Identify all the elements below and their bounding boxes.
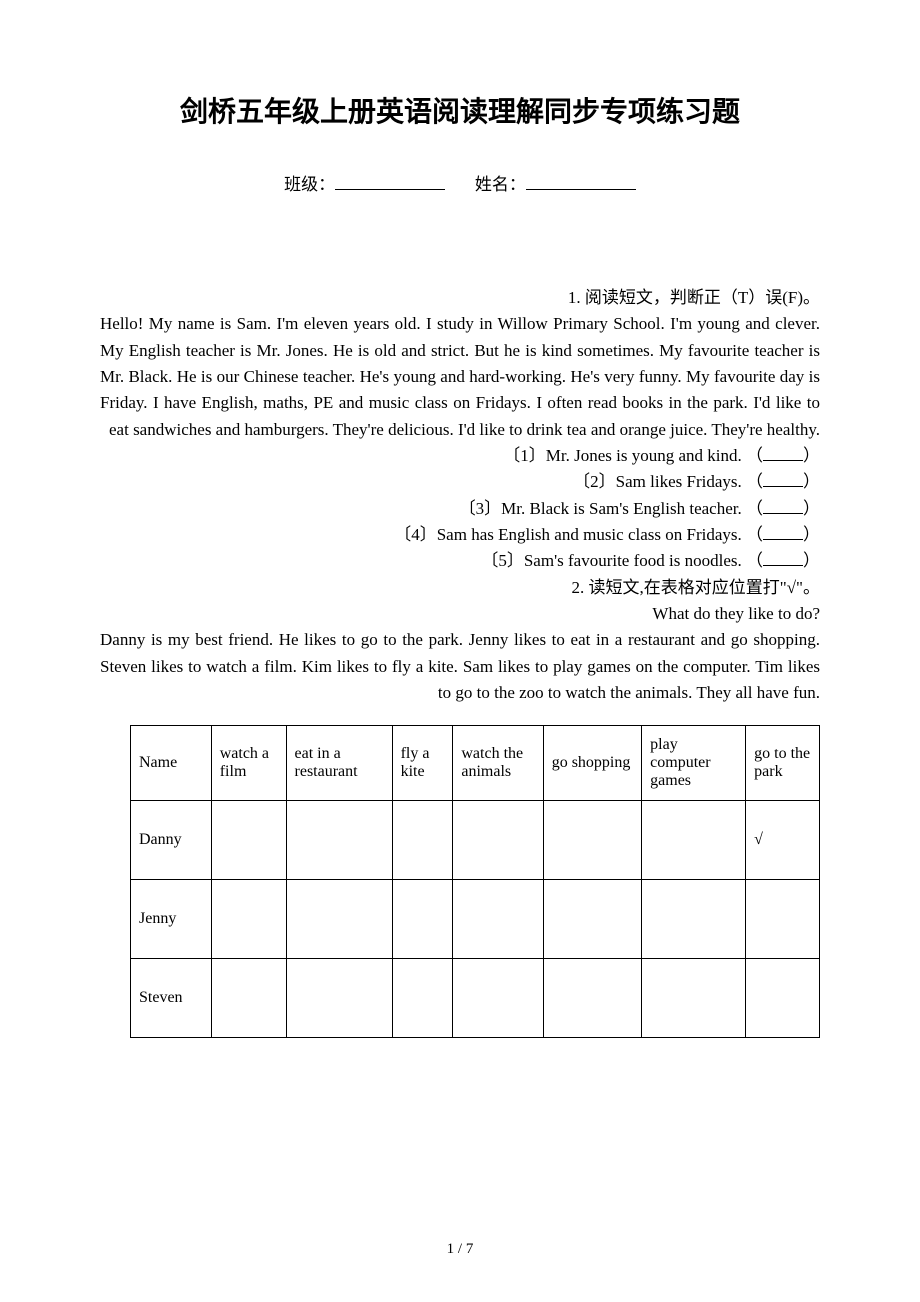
meta-line: 班级： 姓名： bbox=[100, 170, 820, 195]
cell bbox=[642, 958, 746, 1037]
th-kite: fly a kite bbox=[392, 725, 453, 800]
cell bbox=[642, 879, 746, 958]
answer-blank: （） bbox=[746, 499, 820, 518]
th-park: go to the park bbox=[746, 725, 820, 800]
th-shop: go shopping bbox=[543, 725, 641, 800]
cell bbox=[746, 879, 820, 958]
cell bbox=[392, 958, 453, 1037]
answer-blank: （） bbox=[746, 525, 820, 544]
cell bbox=[286, 800, 392, 879]
cell bbox=[211, 800, 286, 879]
cell bbox=[211, 958, 286, 1037]
th-name: Name bbox=[131, 725, 212, 800]
table-header-row: Name watch a film eat in a restaurant fl… bbox=[131, 725, 820, 800]
page-number: 1 / 7 bbox=[0, 1241, 920, 1258]
th-comp: play computer games bbox=[642, 725, 746, 800]
th-film: watch a film bbox=[211, 725, 286, 800]
table-row: Steven bbox=[131, 958, 820, 1037]
cell bbox=[746, 958, 820, 1037]
cell bbox=[211, 879, 286, 958]
class-blank bbox=[335, 189, 445, 190]
document-title: 剑桥五年级上册英语阅读理解同步专项练习题 bbox=[100, 90, 820, 130]
cell bbox=[543, 958, 641, 1037]
table-row: Danny √ bbox=[131, 800, 820, 879]
name-label: 姓名： bbox=[475, 175, 526, 194]
row-name: Jenny bbox=[131, 879, 212, 958]
q2-subheading: What do they like to do? bbox=[100, 601, 820, 627]
q1-item-2: 〔2〕Sam likes Fridays. （） bbox=[100, 469, 820, 495]
q2-heading: 2. 读短文,在表格对应位置打"√"。 bbox=[100, 575, 820, 601]
cell bbox=[543, 879, 641, 958]
q1-passage: Hello! My name is Sam. I'm eleven years … bbox=[100, 311, 820, 443]
cell bbox=[453, 800, 543, 879]
answer-blank: （） bbox=[746, 446, 820, 465]
th-anim: watch the animals bbox=[453, 725, 543, 800]
q1-heading: 1. 阅读短文，判断正（T）误(F)。 bbox=[100, 285, 820, 311]
q2-passage: Danny is my best friend. He likes to go … bbox=[100, 627, 820, 706]
cell bbox=[286, 879, 392, 958]
q1-item-3-text: 〔3〕Mr. Black is Sam's English teacher. bbox=[459, 499, 742, 518]
cell bbox=[642, 800, 746, 879]
row-name: Danny bbox=[131, 800, 212, 879]
q1-item-4-text: 〔4〕Sam has English and music class on Fr… bbox=[394, 525, 742, 544]
q1-item-5-text: 〔5〕Sam's favourite food is noodles. bbox=[481, 551, 741, 570]
q1-item-4: 〔4〕Sam has English and music class on Fr… bbox=[100, 522, 820, 548]
answer-blank: （） bbox=[746, 551, 820, 570]
cell bbox=[543, 800, 641, 879]
q1-item-2-text: 〔2〕Sam likes Fridays. bbox=[573, 472, 742, 491]
q1-item-3: 〔3〕Mr. Black is Sam's English teacher. （… bbox=[100, 496, 820, 522]
name-blank bbox=[526, 189, 636, 190]
class-label: 班级： bbox=[284, 175, 335, 194]
cell bbox=[453, 879, 543, 958]
page-container: 剑桥五年级上册英语阅读理解同步专项练习题 班级： 姓名： 1. 阅读短文，判断正… bbox=[0, 0, 920, 1302]
th-eat: eat in a restaurant bbox=[286, 725, 392, 800]
cell bbox=[392, 879, 453, 958]
row-name: Steven bbox=[131, 958, 212, 1037]
cell bbox=[453, 958, 543, 1037]
cell: √ bbox=[746, 800, 820, 879]
content-block: 1. 阅读短文，判断正（T）误(F)。 Hello! My name is Sa… bbox=[100, 285, 820, 707]
table-row: Jenny bbox=[131, 879, 820, 958]
q1-item-5: 〔5〕Sam's favourite food is noodles. （） bbox=[100, 548, 820, 574]
q1-item-1-text: 〔1〕Mr. Jones is young and kind. bbox=[503, 446, 741, 465]
activity-table: Name watch a film eat in a restaurant fl… bbox=[130, 725, 820, 1038]
answer-blank: （） bbox=[746, 472, 820, 491]
q1-item-1: 〔1〕Mr. Jones is young and kind. （） bbox=[100, 443, 820, 469]
cell bbox=[392, 800, 453, 879]
cell bbox=[286, 958, 392, 1037]
